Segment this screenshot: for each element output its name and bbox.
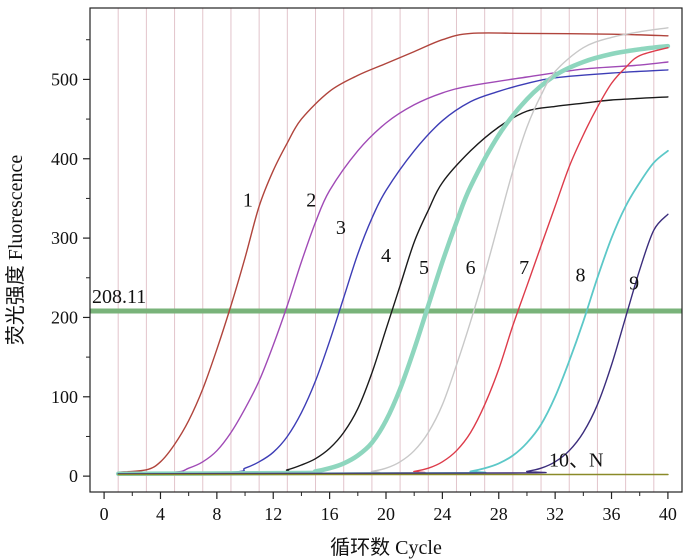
curve-label: 3 <box>336 217 346 239</box>
y-tick-label: 200 <box>51 307 78 327</box>
series-line-4 <box>117 96 669 475</box>
curve-label: 8 <box>576 265 586 287</box>
x-tick-label: 12 <box>264 504 282 524</box>
series-line-2 <box>117 61 669 475</box>
series-line-3 <box>117 69 669 475</box>
series-line-9 <box>117 213 669 475</box>
curve-label: 9 <box>629 273 639 295</box>
curve-label: 7 <box>519 257 529 279</box>
curve-label: 1 <box>243 189 253 211</box>
x-tick-label: 40 <box>659 504 677 524</box>
x-tick-label: 4 <box>156 504 165 524</box>
x-tick-label: 16 <box>321 504 339 524</box>
x-tick-label: 8 <box>212 504 221 524</box>
y-axis-title: 荧光强度 Fluorescence <box>4 155 27 346</box>
y-tick-label: 500 <box>51 69 78 89</box>
series-line-8 <box>117 149 669 475</box>
x-tick-label: 20 <box>377 504 395 524</box>
series-line-5 <box>115 43 671 477</box>
y-tick-label: 400 <box>51 149 78 169</box>
x-axis-title: 循环数 Cycle <box>330 536 442 559</box>
x-tick-label: 36 <box>603 504 621 524</box>
curve-label: 4 <box>381 245 391 267</box>
x-tick-label: 0 <box>100 504 109 524</box>
curve-label: 2 <box>306 189 316 211</box>
threshold-label: 208.11 <box>92 286 146 308</box>
series-lines <box>115 27 671 477</box>
series-line-6 <box>117 27 669 475</box>
grid <box>117 8 655 492</box>
y-tick-label: 0 <box>69 466 78 486</box>
x-tick-label: 28 <box>490 504 508 524</box>
x-tick-label: 32 <box>546 504 564 524</box>
y-tick-label: 300 <box>51 228 78 248</box>
curve-label: 5 <box>419 257 429 279</box>
threshold: 208.11 <box>90 286 682 314</box>
y-tick-label: 100 <box>51 387 78 407</box>
curve-label: 6 <box>466 257 476 279</box>
x-tick-label: 24 <box>433 504 451 524</box>
series-line-1 <box>117 32 669 473</box>
series-line-7 <box>117 47 669 475</box>
curve-label: 10、N <box>549 450 603 472</box>
